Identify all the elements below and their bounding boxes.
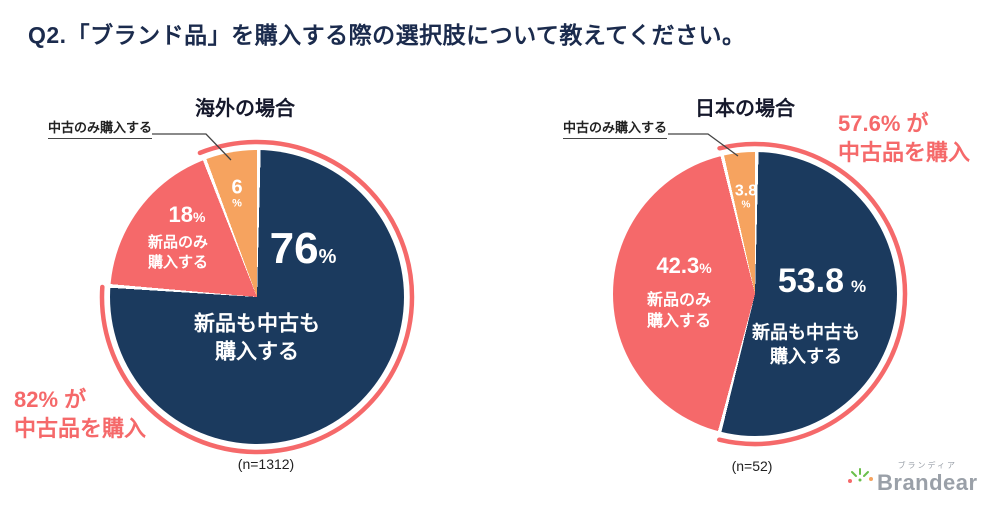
logo-brand: Brandear bbox=[877, 470, 978, 495]
pie bbox=[110, 150, 404, 444]
sample-size: (n=1312) bbox=[237, 456, 295, 472]
brandear-logo: ブランディア Brandear bbox=[845, 462, 978, 494]
pie-chart-overseas: 海外の場合 中古のみ購入する 76% 新品も中古も 購入する 18% 新品のみ … bbox=[0, 90, 490, 502]
page-title: Q2.「ブランド品」を購入する際の選択肢について教えてください。 bbox=[28, 22, 746, 48]
slice-label-new-only: 新品のみ 購入する bbox=[646, 291, 712, 330]
logo-wordmark: ブランディア Brandear bbox=[877, 462, 978, 494]
slice-percent-new-only: 18% bbox=[168, 202, 206, 227]
confetti-icon bbox=[848, 468, 873, 483]
slice-label-both: 新品も中古も 購入する bbox=[752, 322, 860, 366]
pie-chart-japan: 日本の場合 中古のみ購入する 53.8% 新品も中古も 購入する 42.3% 新… bbox=[500, 90, 990, 502]
coverage-annotation: 82% が 中古品を購入 bbox=[14, 387, 147, 441]
sample-size: (n=52) bbox=[731, 458, 773, 474]
chart-title-japan: 日本の場合 bbox=[695, 98, 795, 120]
slice-percent-new-only: 42.3% bbox=[656, 253, 712, 278]
slice-percent-used-only: 3.8% bbox=[734, 182, 758, 211]
slice-percent-used-only: 6% bbox=[231, 176, 243, 210]
slice-label-new-only: 新品のみ 購入する bbox=[147, 234, 209, 271]
slice-percent-both: 76% bbox=[269, 224, 337, 273]
callout-label-used-only: 中古のみ購入する bbox=[48, 117, 153, 139]
callout-label-used-only: 中古のみ購入する bbox=[563, 117, 668, 139]
slice-label-both: 新品も中古も 購入する bbox=[194, 312, 320, 363]
coverage-annotation: 57.6% が 中古品を購入 bbox=[838, 111, 971, 165]
slice-percent-both: 53.8% bbox=[777, 262, 867, 300]
logo-kana: ブランディア bbox=[897, 461, 958, 470]
chart-title-overseas: 海外の場合 bbox=[195, 98, 295, 120]
